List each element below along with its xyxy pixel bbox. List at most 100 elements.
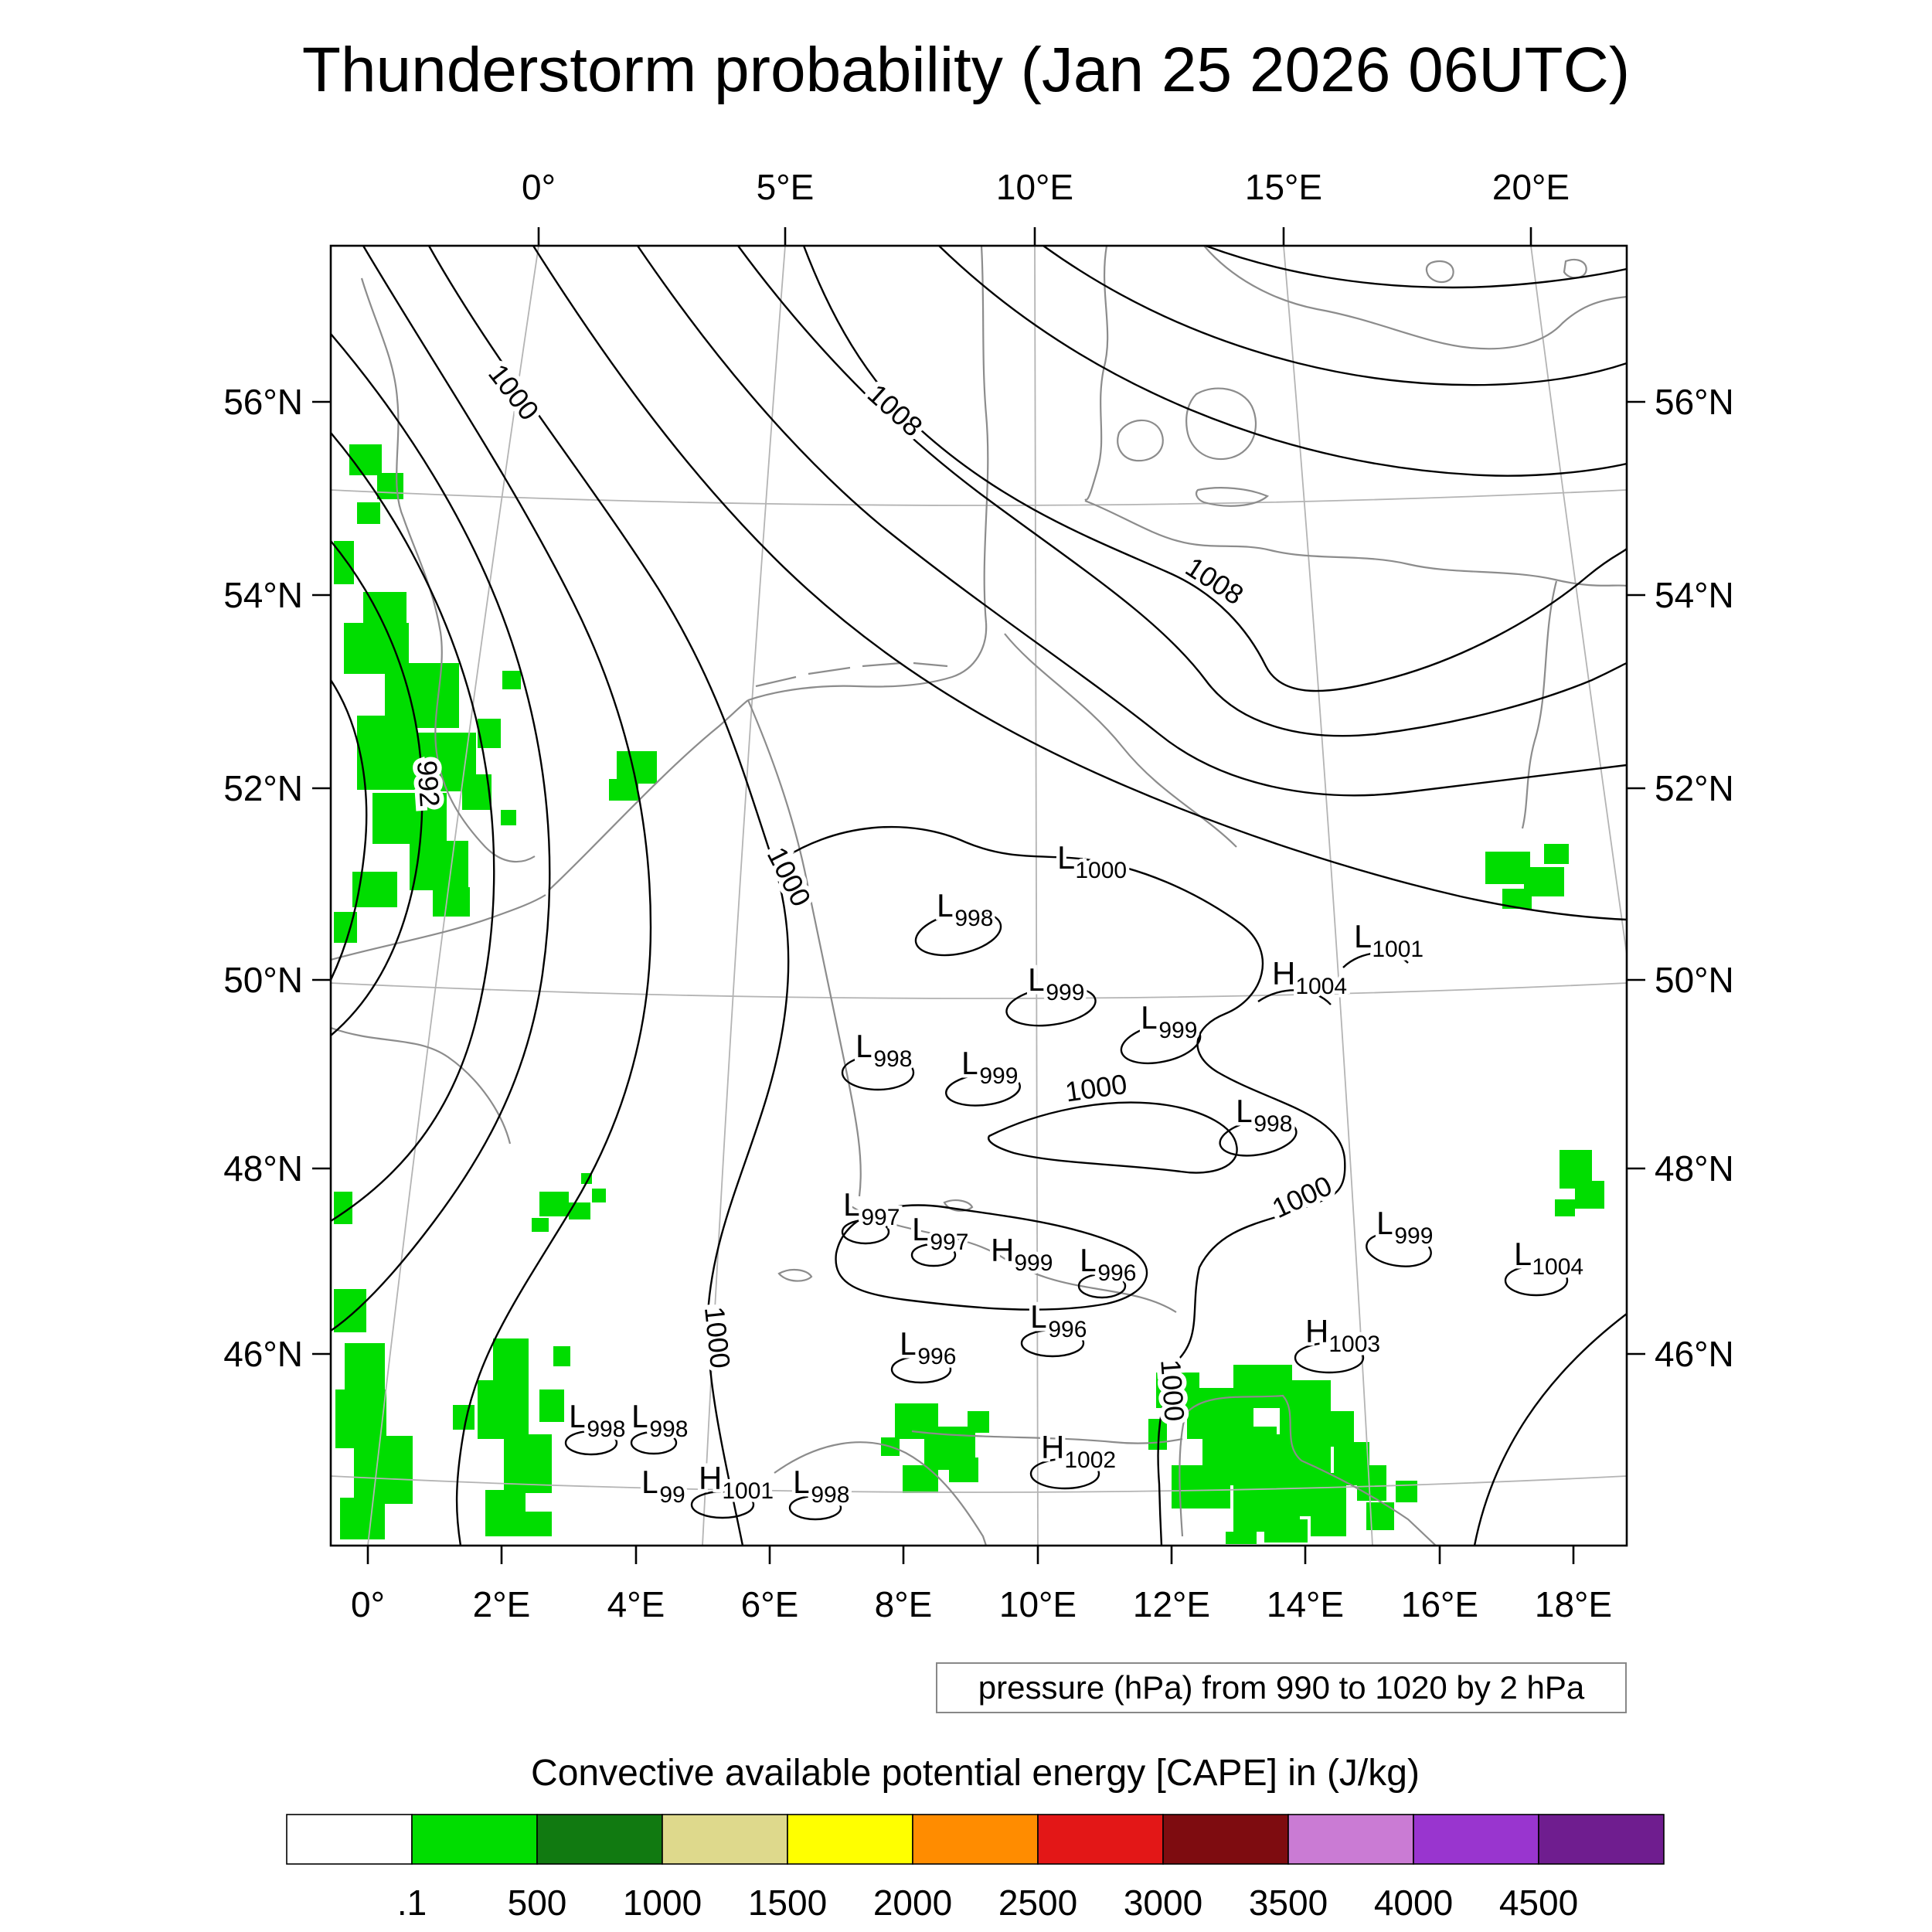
colorbar-title: Convective available potential energy [C… [531,1753,1420,1794]
coastline-path [360,277,536,863]
coastline-path [1563,258,1587,279]
chart-title: Thunderstorm probability (Jan 25 2026 06… [302,35,1630,105]
graticule [331,246,1627,1546]
colorbar-cell [912,1814,1039,1865]
axis-tick-label: 8°E [875,1584,933,1624]
axis-tick-label: 4°E [607,1584,665,1624]
isobar-path [772,825,1346,1546]
isobar-path [362,246,652,1546]
left-axis-labels: 56°N 54°N 52°N 50°N 48°N 46°N [223,382,303,1374]
pressure-center-label: L999 [1376,1205,1433,1249]
isobar-loop [835,1204,1148,1311]
isobar-label: 1000 [1155,1359,1190,1423]
isobar-path [1473,1313,1627,1546]
cape-cell [539,1389,564,1422]
pressure-caption-box [936,1662,1627,1713]
border-path [849,1205,1177,1313]
cape-cell [1357,1465,1386,1501]
isobar-path [987,1101,1238,1174]
pressure-center-label: H1004 [1272,955,1347,999]
isobar-path [532,246,1627,921]
cape-cell [553,1346,570,1366]
colorbar-cell [1162,1814,1289,1865]
pressure-caption: pressure (hPa) from 990 to 1020 by 2 hPa [936,1662,1627,1713]
axis-tick-label: 10°E [996,167,1073,207]
isobar-loop [910,1243,957,1267]
pressure-center-label: L1001 [1354,918,1423,962]
isobars [331,246,1627,1546]
river-path [1521,580,1558,829]
cape-cell [357,716,417,790]
isobar-loop [788,1495,842,1521]
axis-tick-label: 0° [522,167,556,207]
colorbar-cell [1538,1814,1665,1865]
colorbar-tick-label: .1 [397,1883,427,1923]
pressure-center-label: L996 [1030,1298,1087,1342]
colorbar-tick-label: 4000 [1374,1883,1453,1923]
cape-cell [462,774,492,810]
cape-cell [349,444,382,475]
coastline-path [331,894,546,961]
right-axis-labels: 56°N 54°N 52°N 50°N 48°N 46°N [1655,382,1734,1374]
axis-tick-label: 18°E [1535,1584,1612,1624]
pressure-center-label: L1004 [1514,1236,1583,1280]
pressure-center-label: L998 [793,1464,849,1508]
pressure-center-label: L996 [1080,1242,1136,1286]
isobar-loop [914,910,1002,957]
isobar-loop [1366,1232,1432,1267]
graticule-line [331,982,1627,999]
colorbar-cell [787,1814,913,1865]
axis-tick-label: 14°E [1267,1584,1344,1624]
cape-cell [478,1380,529,1439]
isobar-loop [841,1054,915,1091]
coastline-path [548,699,749,891]
isobar-path [802,246,1627,692]
cape-cell [592,1189,606,1202]
pressure-center-label: L999 [961,1045,1018,1089]
cape-cell [345,1343,385,1393]
axis-tick-label: 52°N [1655,768,1734,808]
isobar-loop [1219,1118,1298,1157]
isobar-path [427,246,790,1546]
coastline-path [774,1441,988,1546]
cape-cell [1172,1465,1230,1509]
coastline-path [1179,1394,1437,1546]
top-axis-ticks [537,227,1532,246]
isobar-loop [1005,985,1097,1027]
colorbar-tick-label: 2500 [998,1883,1077,1923]
coastline-path [980,246,989,624]
pressure-center-label: L999 [1028,961,1084,1005]
lake-path [777,1269,813,1282]
colorbar-tick-label: 3500 [1249,1883,1328,1923]
river-path [331,1026,512,1145]
cape-cell [493,1338,529,1382]
pressure-center-label: H999 [991,1232,1053,1276]
top-axis-labels: 0° 5°E 10°E 15°E 20°E [522,167,1570,207]
pressure-center-label: L996 [900,1325,956,1369]
axis-tick-label: 46°N [1655,1334,1734,1374]
cape-cell [502,671,521,689]
graticule-line [702,246,786,1546]
pressure-center-label: L997 [843,1186,900,1230]
isobar-loop [945,1073,1021,1107]
cape-cell [501,810,516,825]
cape-cell [340,1498,385,1539]
isobar-path [938,246,1627,477]
pressure-centers: L1000 L998 L1001 H1004 L999 L999 L998 L9… [566,836,1587,1512]
colorbar-cell [1037,1814,1164,1865]
coastline-path [1084,499,1627,587]
pressure-center-label: H1002 [1041,1429,1116,1473]
pressure-center-label: L998 [937,887,993,931]
isobar-loop [841,1219,890,1245]
axis-tick-label: 52°N [223,768,303,808]
isobar-path [737,246,1627,737]
cape-cell [532,1218,549,1232]
isobar-label: 1000 [699,1305,736,1370]
isobar-path [331,679,368,981]
isobar-loop [1020,1328,1085,1358]
cape-cell [1485,852,1530,884]
coastline-path [1185,387,1257,461]
cape-cell [617,751,657,784]
